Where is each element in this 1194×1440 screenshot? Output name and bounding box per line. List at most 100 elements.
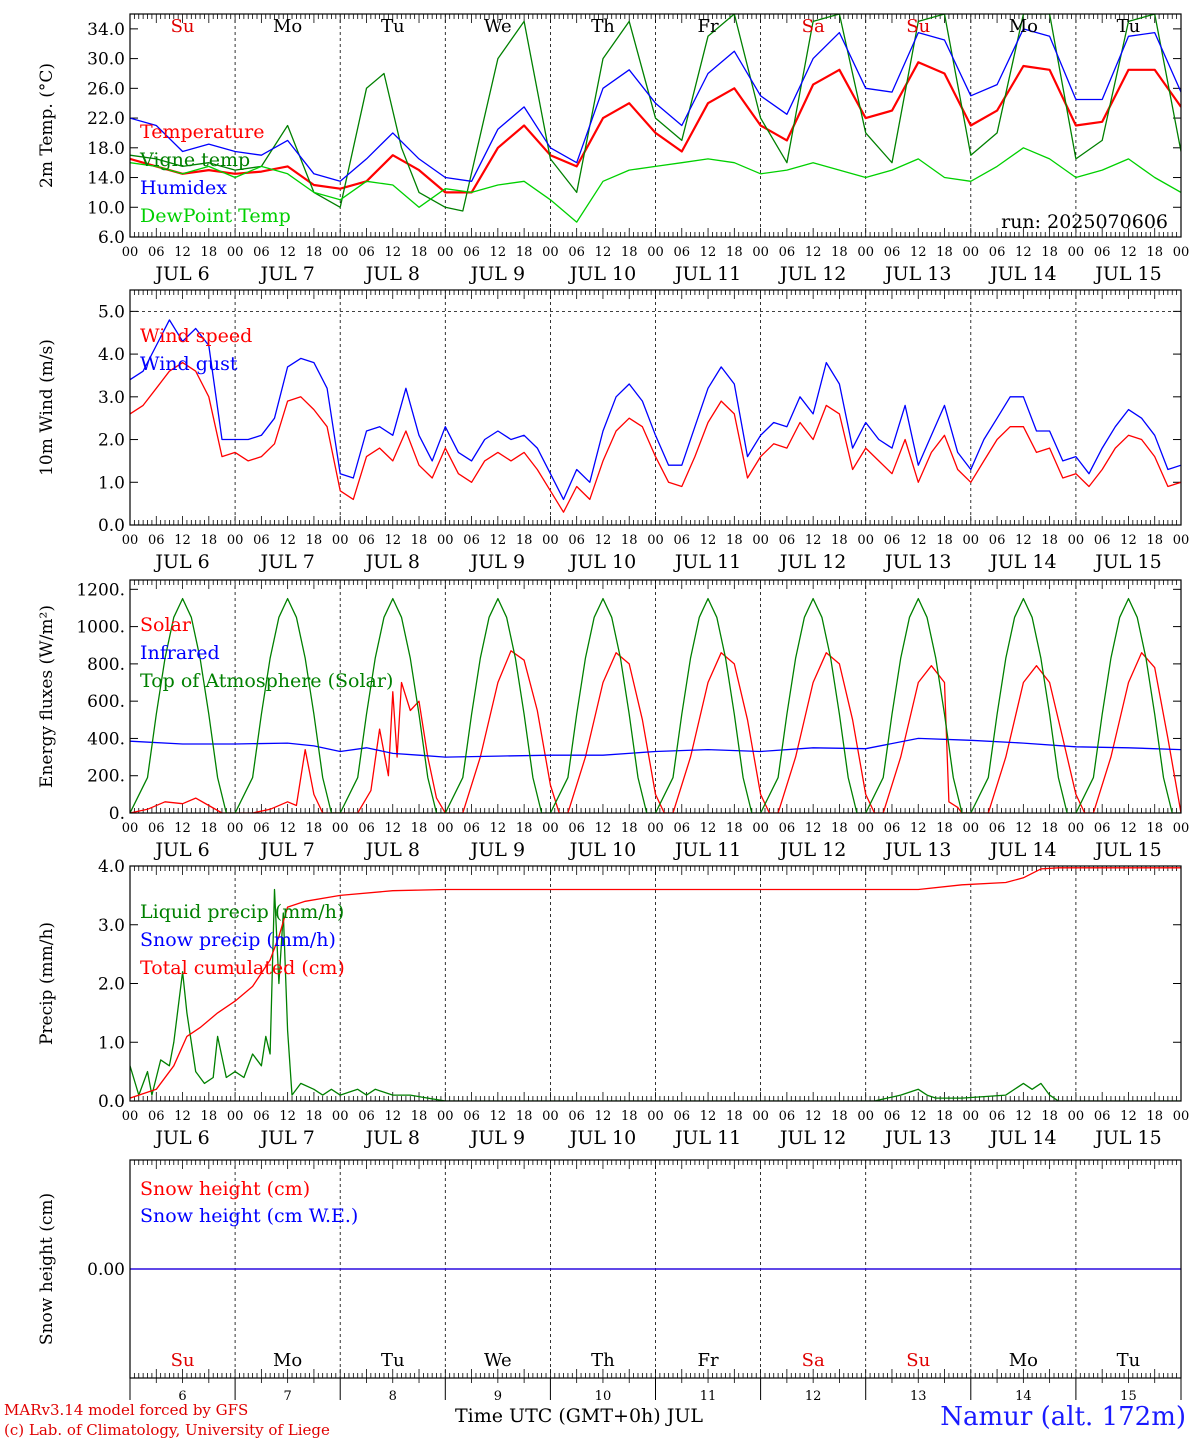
- hour-tick-label: 00: [752, 1109, 769, 1124]
- date-label: JUL 7: [258, 263, 314, 285]
- hour-tick-label: 00: [332, 1109, 349, 1124]
- weekday-label: Su: [906, 16, 930, 37]
- y-axis-label: Snow height (cm): [37, 1193, 57, 1345]
- hour-tick-label: 18: [201, 245, 218, 260]
- date-label: JUL 8: [364, 263, 420, 285]
- hour-tick-label: 18: [1146, 245, 1163, 260]
- date-label: JUL 12: [778, 263, 846, 285]
- weekday-label: Fr: [698, 1350, 719, 1371]
- hour-tick-label: 18: [306, 533, 323, 548]
- hour-tick-label: 06: [674, 821, 691, 836]
- legend-entry: DewPoint Temp: [140, 205, 291, 227]
- hour-tick-label: 12: [490, 821, 507, 836]
- hour-tick-label: 00: [1068, 533, 1085, 548]
- y-tick-label: 400.: [87, 729, 125, 749]
- hour-tick-label: 06: [1094, 533, 1111, 548]
- series-line-liquid-precip-mm-h-: [130, 888, 1181, 1101]
- hour-tick-label: 00: [963, 245, 980, 260]
- weekday-label: Tu: [381, 1350, 405, 1371]
- series-group: [130, 14, 1181, 223]
- y-tick-label: 600.: [87, 692, 125, 712]
- hour-tick-label: 12: [174, 1109, 191, 1124]
- plot-frame: [129, 13, 1182, 238]
- hour-tick-label: 00: [647, 1109, 664, 1124]
- y-axis-label: Energy fluxes (W/m²): [37, 605, 57, 788]
- hour-tick-label: 00: [752, 533, 769, 548]
- y-tick-label: 14.0: [87, 169, 125, 189]
- date-label: JUL 9: [469, 1127, 525, 1149]
- hour-tick-label: 12: [910, 245, 927, 260]
- hour-tick-label: 12: [384, 533, 401, 548]
- hour-tick-label: 00: [752, 245, 769, 260]
- legend-entry: Infrared: [140, 642, 220, 664]
- hour-tick-label: 18: [726, 821, 743, 836]
- series-line-top-of-atmosphere-solar-: [130, 597, 1181, 813]
- hour-tick-label: 06: [779, 821, 796, 836]
- y-tick-label: 0.0: [98, 1092, 125, 1112]
- hour-tick-label: 18: [726, 245, 743, 260]
- y-tick-label: 34.0: [87, 20, 125, 40]
- energy-panel: 0. 200. 400. 600. 800. 1000. 1200. Energy fluxe…: [37, 579, 1189, 861]
- y-tick-label: 22.0: [87, 109, 125, 129]
- hour-tick-label: 06: [989, 245, 1006, 260]
- date-label: JUL 13: [883, 551, 951, 573]
- date-label: JUL 7: [258, 1127, 314, 1149]
- hour-tick-label: 00: [647, 533, 664, 548]
- series-group: [130, 319, 1181, 513]
- hour-tick-label: 18: [621, 821, 638, 836]
- hour-tick-label: 00: [857, 533, 874, 548]
- hour-tick-label: 00: [227, 1109, 244, 1124]
- hour-tick-label: 00: [857, 245, 874, 260]
- hour-tick-label: 00: [122, 533, 139, 548]
- y-tick-label: 6.0: [98, 228, 125, 248]
- hour-tick-label: 06: [568, 821, 585, 836]
- hour-tick-label: 06: [884, 533, 901, 548]
- series-group: [130, 597, 1181, 813]
- hour-tick-label: 06: [779, 533, 796, 548]
- hour-tick-label: 06: [148, 245, 165, 260]
- legend-entry: Humidex: [140, 177, 227, 199]
- station-label: Namur (alt. 172m): [940, 1402, 1186, 1432]
- hour-tick-label: 12: [1120, 533, 1137, 548]
- hour-tick-label: 00: [227, 821, 244, 836]
- hour-tick-label: 12: [910, 1109, 927, 1124]
- hour-tick-label: 06: [358, 245, 375, 260]
- hour-tick-label: 06: [1094, 245, 1111, 260]
- hour-tick-label: 12: [1120, 1109, 1137, 1124]
- weekday-label: Su: [171, 1350, 195, 1371]
- y-tick-label: 3.0: [98, 388, 125, 408]
- hour-tick-label: 00: [1173, 245, 1190, 260]
- y-tick-label: 4.0: [98, 857, 125, 877]
- y-tick-label: 1.0: [98, 473, 125, 493]
- hour-tick-label: 18: [831, 821, 848, 836]
- hour-tick-label: 18: [411, 533, 428, 548]
- date-label: JUL 15: [1093, 839, 1161, 861]
- hour-tick-label: 18: [201, 533, 218, 548]
- legend-entry: Solar: [140, 614, 192, 636]
- date-label: JUL 12: [778, 551, 846, 573]
- hour-tick-label: 00: [542, 245, 559, 260]
- date-label: JUL 8: [364, 551, 420, 573]
- y-axis-label: Precip (mm/h): [37, 922, 57, 1045]
- hour-tick-label: 06: [568, 1109, 585, 1124]
- hour-tick-label: 12: [174, 245, 191, 260]
- hour-tick-label: 12: [700, 245, 717, 260]
- day-number-label: 9: [494, 1389, 502, 1404]
- weekday-label: Mo: [1009, 16, 1038, 37]
- day-number-label: 8: [389, 1389, 397, 1404]
- legend-entry: Snow height (cm): [140, 1178, 310, 1200]
- lab-credit: (c) Lab. of Climatology, University of L…: [4, 1421, 330, 1439]
- snow-panel: 0.00 Snow height (cm) Snow height (cm) Snow…: [37, 1159, 1182, 1404]
- hour-tick-label: 18: [726, 533, 743, 548]
- hour-tick-label: 12: [490, 245, 507, 260]
- legend-entry: Total cumulated (cm): [140, 957, 345, 979]
- y-tick-label: 2.0: [98, 431, 125, 451]
- hour-tick-label: 12: [174, 821, 191, 836]
- date-label: JUL 10: [568, 551, 636, 573]
- day-number-label: 12: [805, 1389, 822, 1404]
- date-label: JUL 9: [469, 839, 525, 861]
- hour-tick-label: 06: [779, 245, 796, 260]
- hour-tick-label: 06: [463, 245, 480, 260]
- hour-tick-label: 00: [647, 821, 664, 836]
- hour-tick-label: 18: [516, 1109, 533, 1124]
